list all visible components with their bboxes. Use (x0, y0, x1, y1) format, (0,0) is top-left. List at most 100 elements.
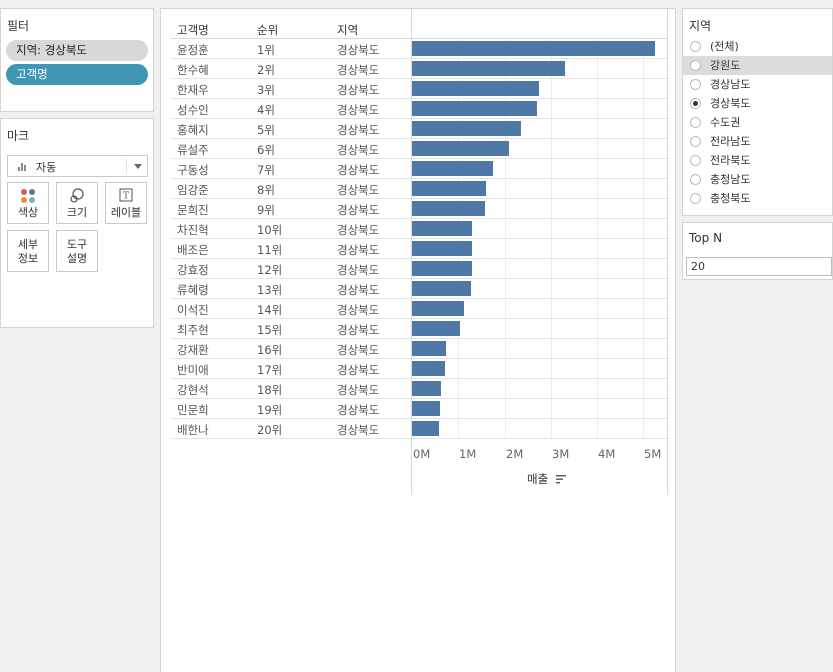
col-header-rank[interactable]: 순위 (257, 23, 279, 37)
radio-icon[interactable] (690, 41, 701, 52)
sales-bar[interactable] (412, 121, 521, 136)
customer-name-cell: 강재환 (177, 343, 209, 357)
sort-icon[interactable] (555, 474, 568, 484)
radio-icon[interactable] (690, 136, 701, 147)
customer-name-cell: 한재우 (177, 83, 209, 97)
sales-bar[interactable] (412, 161, 493, 176)
sales-bar[interactable] (412, 41, 655, 56)
sales-bar[interactable] (412, 281, 471, 296)
filter-pill-region[interactable]: 지역: 경상북도 (6, 40, 148, 61)
table-row[interactable]: 홍혜지 5위 경상북도 (171, 119, 667, 139)
radio-icon[interactable] (690, 79, 701, 90)
svg-text:T: T (123, 192, 129, 202)
region-option[interactable]: 충청남도 (683, 170, 832, 189)
detail-button-label: 세부 정보 (17, 238, 39, 265)
radio-icon[interactable] (690, 117, 701, 128)
table-row[interactable]: 반미애 17위 경상북도 (171, 359, 667, 379)
table-row[interactable]: 한재우 3위 경상북도 (171, 79, 667, 99)
sales-bar[interactable] (412, 421, 439, 436)
table-row[interactable]: 임강준 8위 경상북도 (171, 179, 667, 199)
table-row[interactable]: 민문희 19위 경상북도 (171, 399, 667, 419)
region-option[interactable]: 수도권 (683, 113, 832, 132)
rank-cell: 13위 (257, 283, 283, 297)
detail-button[interactable]: 세부 정보 (7, 230, 49, 272)
sales-bar[interactable] (412, 321, 460, 336)
table-row[interactable]: 강효정 12위 경상북도 (171, 259, 667, 279)
rank-cell: 17위 (257, 363, 283, 377)
radio-icon[interactable] (690, 98, 701, 109)
sales-bar[interactable] (412, 101, 537, 116)
col-header-customer[interactable]: 고객명 (177, 23, 209, 37)
region-cell: 경상북도 (337, 183, 380, 197)
table-row[interactable]: 배조은 11위 경상북도 (171, 239, 667, 259)
sales-bar[interactable] (412, 81, 539, 96)
table-row[interactable]: 차진혁 10위 경상북도 (171, 219, 667, 239)
sales-bar[interactable] (412, 261, 472, 276)
bar-chart-icon (18, 162, 28, 171)
region-option-label: (전체) (710, 40, 739, 53)
label-button[interactable]: T 레이블 (105, 182, 147, 224)
worksheet-view: 고객명 순위 지역 윤정훈 1위 경상북도 한수혜 2위 경상북도 한재우 3위 경상북도 성수인… (160, 8, 676, 672)
region-option[interactable]: 충청북도 (683, 189, 832, 208)
table-row[interactable]: 류혜령 13위 경상북도 (171, 279, 667, 299)
mark-type-dropdown[interactable]: 자동 (7, 155, 148, 177)
x-tick-label: 5M (644, 447, 662, 461)
sales-bar[interactable] (412, 61, 565, 76)
customer-name-cell: 류혜령 (177, 283, 209, 297)
radio-icon[interactable] (690, 174, 701, 185)
table-row[interactable]: 성수인 4위 경상북도 (171, 99, 667, 119)
col-header-region[interactable]: 지역 (337, 23, 359, 37)
filter-pill-customer[interactable]: 고객명 (6, 64, 148, 85)
table-row[interactable]: 윤정훈 1위 경상북도 (171, 39, 667, 59)
region-option[interactable]: 경상북도 (683, 94, 832, 113)
table-row[interactable]: 류설주 6위 경상북도 (171, 139, 667, 159)
region-option[interactable]: 전라북도 (683, 151, 832, 170)
table-row[interactable]: 배한나 20위 경상북도 (171, 419, 667, 439)
table-row[interactable]: 이석진 14위 경상북도 (171, 299, 667, 319)
table-row[interactable]: 최주현 15위 경상북도 (171, 319, 667, 339)
region-option[interactable]: 강원도 (683, 56, 832, 75)
region-option[interactable]: 전라남도 (683, 132, 832, 151)
radio-icon[interactable] (690, 60, 701, 71)
customer-name-cell: 한수혜 (177, 63, 209, 77)
region-cell: 경상북도 (337, 163, 380, 177)
color-button[interactable]: 색상 (7, 182, 49, 224)
size-button[interactable]: 크기 (56, 182, 98, 224)
sales-bar[interactable] (412, 181, 486, 196)
rank-cell: 20위 (257, 423, 283, 437)
region-cell: 경상북도 (337, 423, 380, 437)
table-row[interactable]: 구동성 7위 경상북도 (171, 159, 667, 179)
radio-icon[interactable] (690, 193, 701, 204)
region-cell: 경상북도 (337, 223, 380, 237)
region-option-label: 경상남도 (710, 78, 751, 91)
x-tick-label: 1M (459, 447, 477, 461)
topn-title: Top N (689, 231, 723, 245)
x-axis-title[interactable]: 매출 (527, 471, 568, 487)
table-row[interactable]: 강재환 16위 경상북도 (171, 339, 667, 359)
rank-cell: 9위 (257, 203, 275, 217)
sales-bar[interactable] (412, 401, 440, 416)
customer-name-cell: 윤정훈 (177, 43, 209, 57)
rank-cell: 12위 (257, 263, 283, 277)
sales-bar[interactable] (412, 361, 445, 376)
table-row[interactable]: 문희진 9위 경상북도 (171, 199, 667, 219)
region-option[interactable]: 경상남도 (683, 75, 832, 94)
tooltip-button[interactable]: 도구 설명 (56, 230, 98, 272)
region-option-label: 충청북도 (710, 192, 751, 205)
topn-input[interactable] (686, 257, 832, 276)
region-option[interactable]: (전체) (683, 37, 832, 56)
sales-bar[interactable] (412, 141, 509, 156)
region-cell: 경상북도 (337, 123, 380, 137)
region-cell: 경상북도 (337, 83, 380, 97)
sales-bar[interactable] (412, 241, 472, 256)
sales-bar[interactable] (412, 301, 464, 316)
table-row[interactable]: 한수혜 2위 경상북도 (171, 59, 667, 79)
sales-bar[interactable] (412, 341, 446, 356)
sales-bar[interactable] (412, 201, 485, 216)
size-button-label: 크기 (66, 206, 88, 219)
table-row[interactable]: 강현석 18위 경상북도 (171, 379, 667, 399)
sales-bar[interactable] (412, 381, 441, 396)
sales-bar[interactable] (412, 221, 472, 236)
radio-icon[interactable] (690, 155, 701, 166)
x-axis-title-text: 매출 (527, 472, 549, 486)
